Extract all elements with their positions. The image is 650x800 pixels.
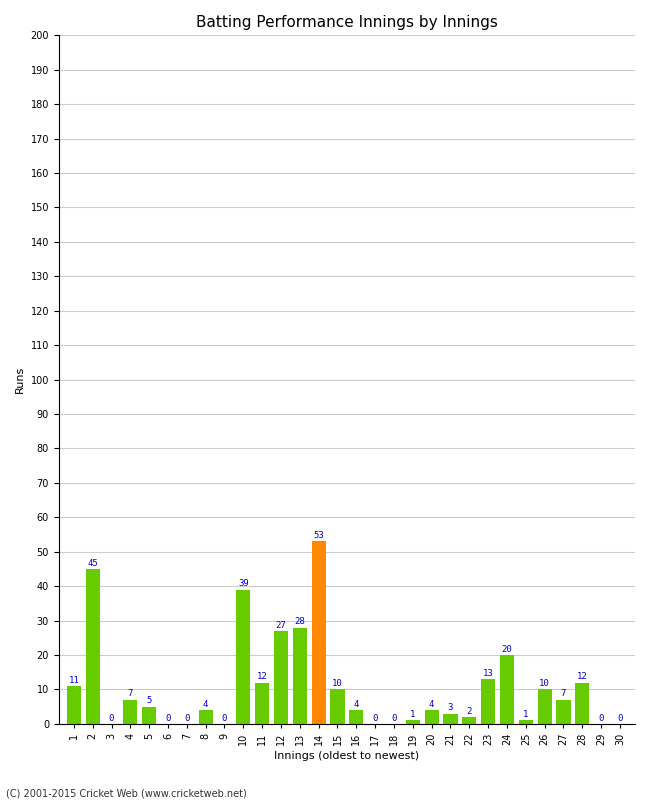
Bar <box>255 682 269 724</box>
Text: 0: 0 <box>109 714 114 722</box>
Bar <box>443 714 458 724</box>
Text: 39: 39 <box>238 579 249 588</box>
Bar <box>519 721 533 724</box>
Title: Batting Performance Innings by Innings: Batting Performance Innings by Innings <box>196 15 498 30</box>
Bar <box>199 710 213 724</box>
Text: 4: 4 <box>203 700 209 709</box>
Text: 4: 4 <box>429 700 434 709</box>
Text: 1: 1 <box>410 710 415 719</box>
Bar <box>292 627 307 724</box>
Text: 1: 1 <box>523 710 528 719</box>
Text: 0: 0 <box>372 714 378 722</box>
Text: 53: 53 <box>313 531 324 540</box>
Bar <box>124 700 137 724</box>
Text: 12: 12 <box>257 672 268 682</box>
Text: 5: 5 <box>146 696 152 706</box>
Bar <box>556 700 571 724</box>
Text: 0: 0 <box>165 714 171 722</box>
Bar <box>462 717 476 724</box>
Text: 13: 13 <box>483 669 493 678</box>
Text: 45: 45 <box>87 558 98 568</box>
Bar <box>424 710 439 724</box>
Text: 12: 12 <box>577 672 588 682</box>
Text: 0: 0 <box>391 714 396 722</box>
Text: 0: 0 <box>222 714 227 722</box>
Bar <box>575 682 590 724</box>
Bar <box>274 631 288 724</box>
X-axis label: Innings (oldest to newest): Innings (oldest to newest) <box>274 751 419 761</box>
Bar <box>142 706 156 724</box>
Text: 0: 0 <box>184 714 190 722</box>
Text: 3: 3 <box>448 703 453 712</box>
Text: 28: 28 <box>294 617 305 626</box>
Bar <box>311 542 326 724</box>
Text: 20: 20 <box>502 645 512 654</box>
Bar <box>349 710 363 724</box>
Text: (C) 2001-2015 Cricket Web (www.cricketweb.net): (C) 2001-2015 Cricket Web (www.cricketwe… <box>6 788 247 798</box>
Bar <box>330 690 344 724</box>
Text: 7: 7 <box>127 690 133 698</box>
Text: 0: 0 <box>618 714 623 722</box>
Text: 4: 4 <box>354 700 359 709</box>
Text: 10: 10 <box>332 679 343 688</box>
Bar <box>67 686 81 724</box>
Bar <box>86 569 99 724</box>
Text: 2: 2 <box>467 706 472 716</box>
Text: 0: 0 <box>599 714 604 722</box>
Bar <box>500 655 514 724</box>
Bar <box>538 690 552 724</box>
Text: 27: 27 <box>276 621 287 630</box>
Bar <box>236 590 250 724</box>
Y-axis label: Runs: Runs <box>15 366 25 394</box>
Text: 10: 10 <box>540 679 550 688</box>
Bar <box>406 721 420 724</box>
Text: 11: 11 <box>68 676 79 685</box>
Text: 7: 7 <box>561 690 566 698</box>
Bar <box>481 679 495 724</box>
